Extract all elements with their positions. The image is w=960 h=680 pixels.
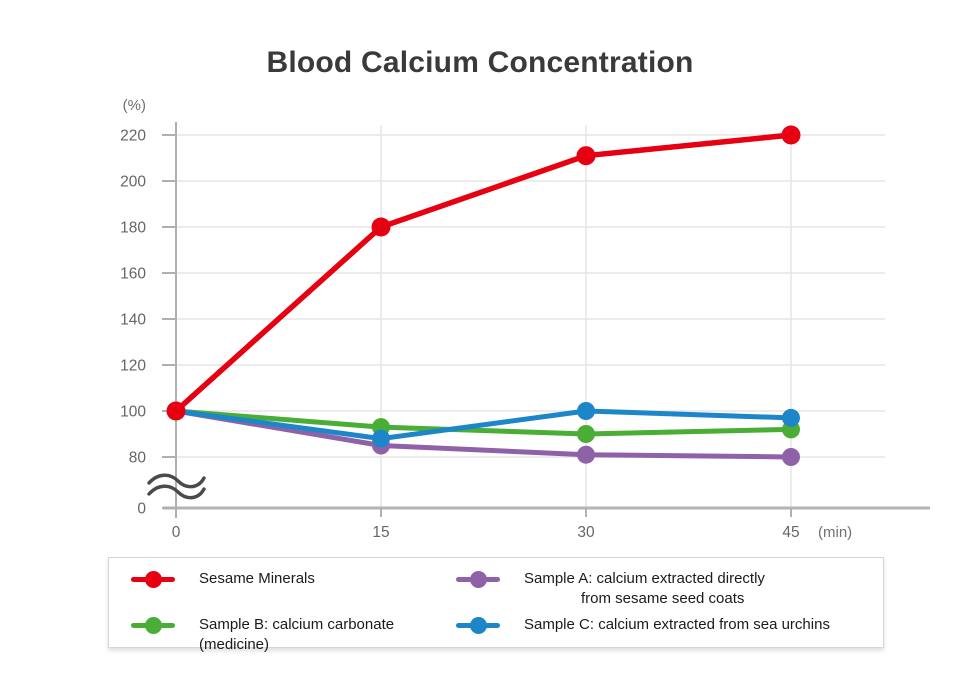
series-line-sesame-minerals <box>173 132 794 414</box>
legend-marker-sesame-minerals-icon <box>131 569 175 589</box>
data-point-sample-c <box>372 429 390 448</box>
legend-label-line: Sample C: calcium extracted from sea urc… <box>524 616 830 633</box>
break-wave <box>147 484 206 500</box>
data-point-sample-b <box>577 425 595 443</box>
y-tick-label: 200 <box>120 174 146 191</box>
legend-label-sample-b: Sample B: calcium carbonate (medicine) <box>199 615 456 655</box>
data-point-sample-a <box>782 448 800 466</box>
y-tick-label: 220 <box>120 128 146 145</box>
legend-item-sesame-minerals: Sesame Minerals <box>131 569 456 609</box>
legend-label-line: from sesame seed coats <box>581 590 745 607</box>
series-sesame-minerals <box>166 125 801 421</box>
legend-label-line: Sesame Minerals <box>199 570 315 587</box>
x-tick-label: 15 <box>372 524 389 541</box>
legend-label-sesame-minerals: Sesame Minerals <box>199 569 315 589</box>
legend-label-line: Sample B: calcium carbonate (medicine) <box>199 616 395 653</box>
break-wave <box>147 473 206 489</box>
y-tick-label: 180 <box>120 220 146 237</box>
legend-box: Sesame Minerals Sample A: calcium extrac… <box>108 557 884 653</box>
data-point-sample-c <box>782 408 800 427</box>
series-line-sample-b <box>173 408 794 437</box>
line-chart: (%) 220 200 180 160 140 120 100 80 0 0 15 30 45 (min) <box>120 97 930 541</box>
y-axis-break-icon <box>147 473 206 500</box>
x-tick-label: 45 <box>782 524 799 541</box>
series-sample-c <box>167 402 800 448</box>
y-tick-label: 120 <box>120 358 146 375</box>
data-point-sesame-minerals <box>371 217 391 237</box>
data-point-sesame-minerals <box>166 401 186 421</box>
series-line-sample-c <box>173 408 794 442</box>
legend-marker-sample-c-icon <box>456 615 500 635</box>
y-tick-label: 80 <box>129 450 147 467</box>
legend-marker-sample-a-icon <box>456 569 500 589</box>
legend-label-sample-a: Sample A: calcium extracted directly from… <box>524 569 765 609</box>
axis-labels: (%) 220 200 180 160 140 120 100 80 0 0 15 30 45 (min) <box>120 97 852 541</box>
line-chart-canvas: (%) 220 200 180 160 140 120 100 80 0 0 15 30 45 (min) <box>120 97 930 541</box>
gridlines <box>176 125 885 508</box>
legend-label-line: Sample A: calcium extracted directly <box>524 570 765 587</box>
chart-title: Blood Calcium Concentration <box>266 46 694 79</box>
data-point-sesame-minerals <box>781 125 801 145</box>
y-tick-label: 0 <box>137 501 146 518</box>
legend-label-sample-c: Sample C: calcium extracted from sea urc… <box>524 615 830 635</box>
series-line-sample-a <box>173 408 794 460</box>
legend-item-sample-a: Sample A: calcium extracted directly from… <box>456 569 875 609</box>
legend-item-sample-c: Sample C: calcium extracted from sea urc… <box>456 615 875 655</box>
x-tick-label: 0 <box>172 524 181 541</box>
y-tick-label: 160 <box>120 266 146 283</box>
x-axis-unit-label: (min) <box>818 524 852 541</box>
data-point-sesame-minerals <box>576 146 596 166</box>
legend-item-sample-b: Sample B: calcium carbonate (medicine) <box>131 615 456 655</box>
y-axis-unit-label: (%) <box>123 97 146 114</box>
legend-marker-sample-b-icon <box>131 615 175 635</box>
y-tick-label: 140 <box>120 312 146 329</box>
x-tick-label: 30 <box>577 524 595 541</box>
data-point-sample-c <box>577 402 595 420</box>
data-point-sample-a <box>577 445 595 464</box>
y-tick-label: 100 <box>120 404 146 421</box>
